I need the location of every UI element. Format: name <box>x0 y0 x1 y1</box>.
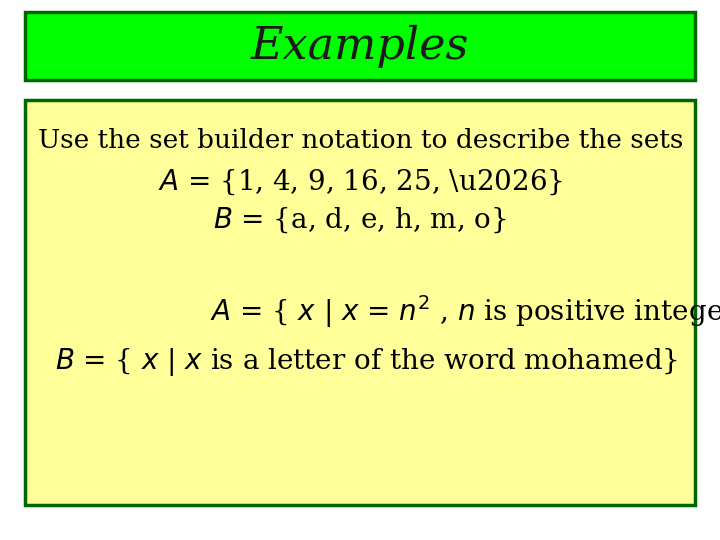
Text: $\it{A}$ = { $\it{x}$ | $\it{x}$ = $\it{n}^2$ , $\it{n}$ is positive integer}: $\it{A}$ = { $\it{x}$ | $\it{x}$ = $\it{… <box>210 294 720 330</box>
Text: Use the set builder notation to describe the sets: Use the set builder notation to describe… <box>38 127 683 152</box>
Text: $\it{B}$ = {a, d, e, h, m, o}: $\it{B}$ = {a, d, e, h, m, o} <box>213 205 507 235</box>
Text: Examples: Examples <box>251 24 469 68</box>
Text: $\it{B}$ = { $\it{x}$ | $\it{x}$ is a letter of the word mohamed}: $\it{B}$ = { $\it{x}$ | $\it{x}$ is a le… <box>55 346 678 378</box>
FancyBboxPatch shape <box>25 12 695 80</box>
Text: $\it{A}$ = {1, 4, 9, 16, 25, \u2026}: $\it{A}$ = {1, 4, 9, 16, 25, \u2026} <box>158 167 562 197</box>
FancyBboxPatch shape <box>25 100 695 505</box>
